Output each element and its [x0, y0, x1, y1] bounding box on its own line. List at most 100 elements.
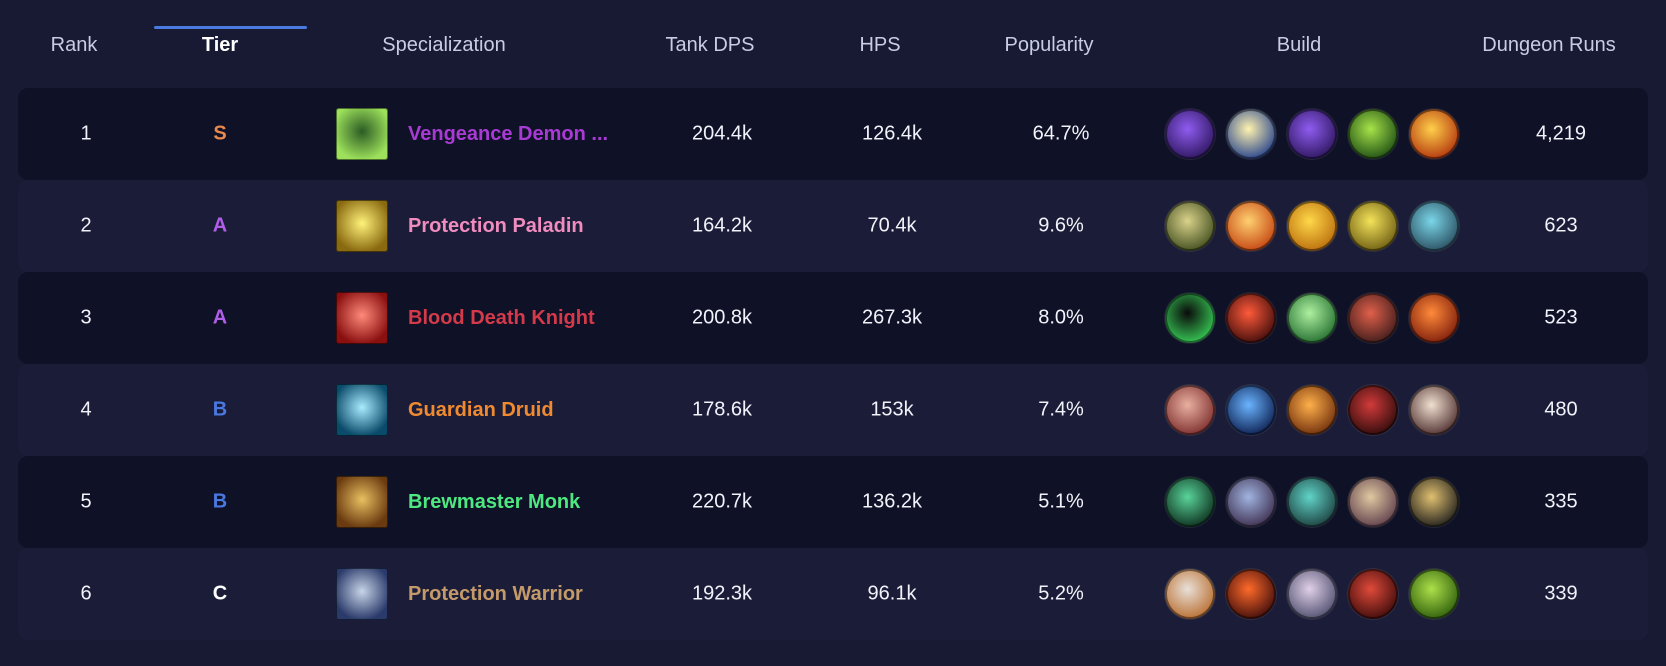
specialization-name[interactable]: Brewmaster Monk — [408, 490, 581, 513]
popularity-value: 7.4% — [1038, 398, 1084, 421]
vengeance-demon-hunter-icon — [336, 108, 388, 160]
hps-value: 126.4k — [861, 122, 923, 145]
tank-dps-value: 204.4k — [691, 122, 753, 145]
tank-dps-value: 200.8k — [691, 306, 753, 329]
drunken-monk-talent-icon[interactable] — [1409, 477, 1459, 527]
protection-paladin-icon — [336, 200, 388, 252]
bear-head-talent-icon[interactable] — [1348, 385, 1398, 435]
column-header-tank-dps[interactable]: Tank DPS — [665, 34, 755, 56]
rank-value: 3 — [80, 306, 92, 329]
specialization-cell[interactable]: Brewmaster Monk — [336, 476, 580, 528]
dungeon-runs-value: 480 — [1544, 398, 1578, 421]
rank-value: 5 — [80, 490, 92, 513]
purple-orb-talent-icon[interactable] — [1287, 109, 1337, 159]
jade-vortex-talent-icon[interactable] — [1165, 477, 1215, 527]
rank-value: 6 — [80, 582, 92, 605]
table-row[interactable]: 2 A Protection Paladin 164.2k 70.4k 9.6% 623 — [18, 180, 1648, 272]
hps-value: 153k — [870, 398, 914, 421]
popularity-value: 8.0% — [1038, 306, 1084, 329]
guardian-druid-icon — [336, 384, 388, 436]
column-header-hps[interactable]: HPS — [859, 34, 901, 56]
column-header-dungeon-runs[interactable]: Dungeon Runs — [1482, 34, 1616, 56]
specialization-cell[interactable]: Guardian Druid — [336, 384, 554, 436]
tier-badge: S — [213, 122, 227, 145]
teal-strike-talent-icon[interactable] — [1287, 477, 1337, 527]
fiery-book-talent-icon[interactable] — [1287, 385, 1337, 435]
table-row[interactable]: 1 S Vengeance Demon ... 204.4k 126.4k 64.7% 4,… — [18, 88, 1648, 180]
protection-warrior-icon — [336, 568, 388, 620]
steel-shield-talent-icon[interactable] — [1165, 569, 1215, 619]
tier-badge: B — [212, 398, 228, 421]
build-talents — [1165, 109, 1459, 159]
green-portal-talent-icon[interactable] — [1165, 293, 1215, 343]
hps-value: 70.4k — [867, 214, 917, 237]
tank-dps-value: 164.2k — [691, 214, 753, 237]
blood-flame-talent-icon[interactable] — [1409, 293, 1459, 343]
popularity-value: 64.7% — [1032, 122, 1090, 145]
brewmaster-monk-icon — [336, 476, 388, 528]
tier-badge: B — [212, 490, 228, 513]
tier-sort-indicator — [154, 26, 307, 29]
hps-value: 136.2k — [861, 490, 923, 513]
green-demon-talent-icon[interactable] — [1348, 109, 1398, 159]
table-row[interactable]: 5 B Brewmaster Monk 220.7k 136.2k 5.1% 335 — [18, 456, 1648, 548]
column-header-rank[interactable]: Rank — [50, 34, 98, 56]
dungeon-runs-value: 339 — [1544, 582, 1578, 605]
specialization-cell[interactable]: Protection Warrior — [336, 568, 583, 620]
specialization-name[interactable]: Blood Death Knight — [408, 306, 595, 329]
hps-value: 96.1k — [867, 582, 917, 605]
golden-guardian-talent-icon[interactable] — [1287, 201, 1337, 251]
specialization-cell[interactable]: Protection Paladin — [336, 200, 584, 252]
holy-fire-talent-icon[interactable] — [1226, 201, 1276, 251]
table-row[interactable]: 4 B Guardian Druid 178.6k 153k 7.4% 480 — [18, 364, 1648, 456]
table-row[interactable]: 6 C Protection Warrior 192.3k 96.1k 5.2% 339 — [18, 548, 1648, 640]
specialization-cell[interactable]: Vengeance Demon ... — [336, 108, 608, 160]
blue-monk-talent-icon[interactable] — [1226, 477, 1276, 527]
tank-dps-value: 192.3k — [691, 582, 753, 605]
column-header-popularity[interactable]: Popularity — [1004, 34, 1094, 56]
red-skull-talent-icon[interactable] — [1226, 293, 1276, 343]
popularity-value: 5.1% — [1038, 490, 1084, 513]
brew-keg-talent-icon[interactable] — [1348, 477, 1398, 527]
specialization-name[interactable]: Protection Warrior — [408, 582, 583, 605]
specialization-name[interactable]: Guardian Druid — [408, 398, 554, 421]
ornate-shield-talent-icon[interactable] — [1409, 201, 1459, 251]
build-talents — [1165, 477, 1459, 527]
crimson-slash-talent-icon[interactable] — [1226, 569, 1276, 619]
table-row[interactable]: 3 A Blood Death Knight 200.8k 267.3k 8.0% 523 — [18, 272, 1648, 364]
build-talents — [1165, 201, 1459, 251]
blue-swirl-talent-icon[interactable] — [1226, 385, 1276, 435]
rank-value: 4 — [80, 398, 92, 421]
dungeon-runs-value: 4,219 — [1535, 122, 1587, 145]
build-talents — [1165, 569, 1459, 619]
rank-value: 2 — [80, 214, 92, 237]
tank-dps-value: 220.7k — [691, 490, 753, 513]
specialization-cell[interactable]: Blood Death Knight — [336, 292, 595, 344]
specialization-name[interactable]: Protection Paladin — [408, 214, 584, 237]
warrior-face-talent-icon[interactable] — [1287, 569, 1337, 619]
blood-claw-talent-icon[interactable] — [1348, 293, 1398, 343]
column-header-build[interactable]: Build — [1276, 34, 1322, 56]
bear-claw-talent-icon[interactable] — [1165, 385, 1215, 435]
hps-value: 267.3k — [861, 306, 923, 329]
golden-helm-talent-icon[interactable] — [1348, 201, 1398, 251]
blood-death-knight-icon — [336, 292, 388, 344]
tier-badge: A — [212, 306, 228, 329]
red-berserker-talent-icon[interactable] — [1348, 569, 1398, 619]
lion-head-talent-icon[interactable] — [1165, 201, 1215, 251]
specialization-name[interactable]: Vengeance Demon ... — [408, 122, 609, 145]
popularity-value: 5.2% — [1038, 582, 1084, 605]
fel-slash-talent-icon[interactable] — [1226, 109, 1276, 159]
green-orc-talent-icon[interactable] — [1409, 569, 1459, 619]
build-talents — [1165, 293, 1459, 343]
rank-value: 1 — [80, 122, 92, 145]
purple-orb-talent-icon[interactable] — [1165, 109, 1215, 159]
column-header-specialization[interactable]: Specialization — [382, 34, 506, 56]
green-ghoul-talent-icon[interactable] — [1287, 293, 1337, 343]
column-header-tier[interactable]: Tier — [201, 34, 239, 56]
popularity-value: 9.6% — [1038, 214, 1084, 237]
build-talents — [1165, 385, 1459, 435]
slash-claw-talent-icon[interactable] — [1409, 385, 1459, 435]
fire-beast-talent-icon[interactable] — [1409, 109, 1459, 159]
tier-badge: C — [212, 582, 228, 605]
